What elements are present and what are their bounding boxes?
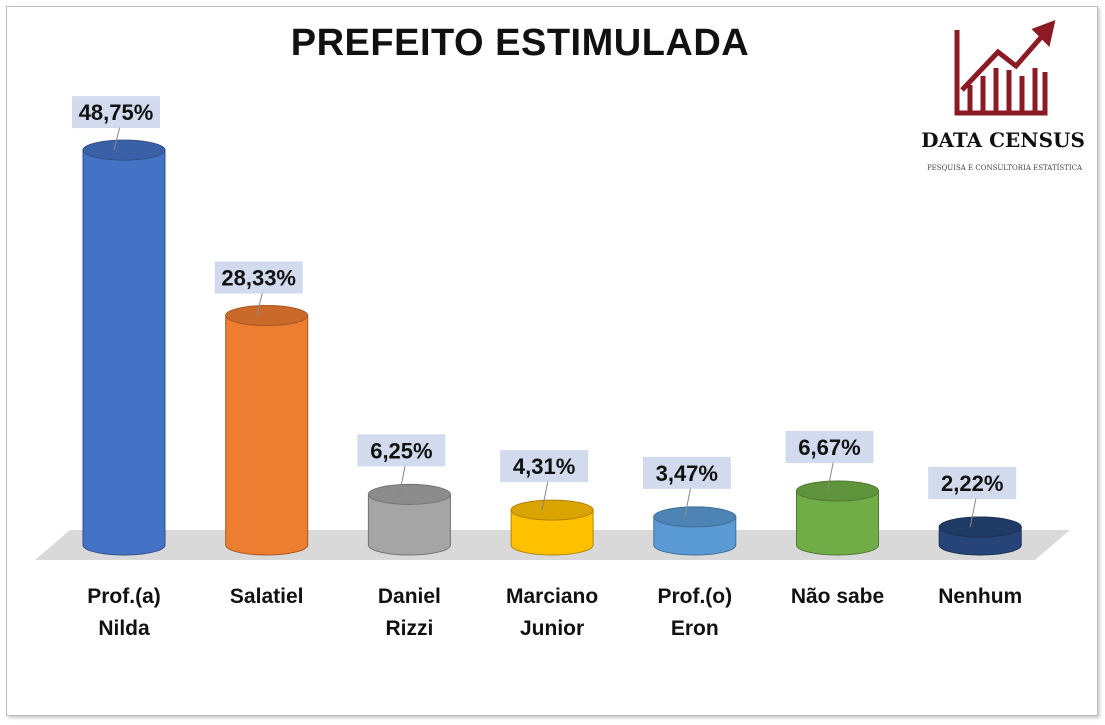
data-label: 6,25% <box>370 438 432 463</box>
category-label: Não sabe <box>791 585 884 608</box>
data-label-box <box>928 467 1017 500</box>
bar <box>510 499 594 556</box>
data-label: 3,47% <box>656 461 718 486</box>
bar-top <box>938 516 1022 538</box>
data-label-box <box>642 456 731 489</box>
data-label-box <box>72 96 160 129</box>
logo-name: DATA CENSUS <box>921 128 1085 152</box>
bar-top <box>225 305 309 327</box>
bar <box>82 139 166 556</box>
logo-tagline: PESQUISA E CONSULTORIA ESTATÍSTICA <box>926 164 1083 172</box>
category-label: Salatiel <box>230 585 304 608</box>
data-label-box <box>785 430 874 463</box>
leader-line <box>398 464 406 495</box>
category-label: Marciano <box>506 585 598 608</box>
bar-top <box>82 139 166 161</box>
category-label: Prof.(o) <box>657 585 732 608</box>
bar <box>225 305 309 556</box>
data-label: 2,22% <box>941 471 1003 496</box>
data-label-box <box>500 450 589 483</box>
leader-line <box>827 460 834 492</box>
bar <box>938 516 1022 556</box>
leader-line <box>541 479 549 511</box>
category-label: Junior <box>520 617 584 640</box>
category-label: Eron <box>671 617 719 640</box>
category-label: Daniel <box>378 585 441 608</box>
data-label: 4,31% <box>513 454 575 479</box>
leader-line <box>684 486 692 517</box>
data-label: 48,75% <box>79 100 154 125</box>
bar-top <box>367 483 451 505</box>
category-label: Nilda <box>98 617 150 640</box>
leader-line <box>256 291 264 316</box>
bar-top <box>510 499 594 521</box>
bar-top <box>653 506 737 528</box>
category-label: Rizzi <box>385 617 433 640</box>
chart-title: PREFEITO ESTIMULADA <box>290 22 750 64</box>
bar <box>367 483 451 556</box>
data-label-box <box>357 434 446 467</box>
data-label-box <box>214 261 303 294</box>
bar <box>796 480 879 556</box>
bar-top <box>796 480 879 502</box>
logo-graphic-icon <box>954 20 1056 116</box>
category-label: Nenhum <box>938 585 1022 608</box>
leader-line <box>113 126 121 151</box>
leader-line <box>969 496 977 528</box>
data-label: 28,33% <box>221 266 296 291</box>
chart-frame <box>6 6 1098 716</box>
data-label: 6,67% <box>798 435 860 460</box>
bar <box>653 506 737 556</box>
category-label: Prof.(a) <box>87 585 161 608</box>
